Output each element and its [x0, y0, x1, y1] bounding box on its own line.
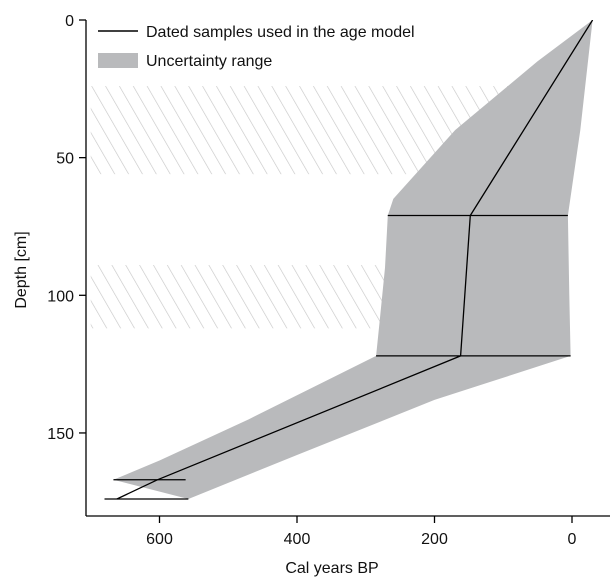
x-tick-label-600: 600 [146, 531, 173, 548]
x-tick-label-200: 200 [421, 531, 448, 548]
x-axis-title: Cal years BP [285, 560, 378, 577]
age-model-line [116, 20, 594, 500]
legend: Dated samples used in the age model Unce… [98, 24, 415, 70]
x-tick-label-400: 400 [284, 531, 311, 548]
y-tick-label-150: 150 [47, 426, 74, 443]
y-tick-label-100: 100 [47, 288, 74, 305]
legend-patch-swatch [98, 53, 138, 68]
legend-label-dated-samples: Dated samples used in the age model [146, 24, 415, 41]
hatched-intervals [90, 86, 511, 329]
age-model-line-path [116, 20, 594, 500]
dated-sample-bars [104, 214, 571, 500]
y-tick-label-0: 0 [65, 13, 74, 30]
y-axis-title: Depth [cm] [13, 231, 30, 308]
legend-label-uncertainty: Uncertainty range [146, 53, 272, 70]
axes: 600 400 200 0 0 50 100 150 [47, 13, 610, 548]
uncertainty-band [113, 20, 593, 499]
y-tick-label-50: 50 [56, 151, 74, 168]
hatched-interval-2 [90, 265, 394, 329]
uncertainty-band-area [113, 20, 593, 499]
x-tick-label-0: 0 [568, 531, 577, 548]
